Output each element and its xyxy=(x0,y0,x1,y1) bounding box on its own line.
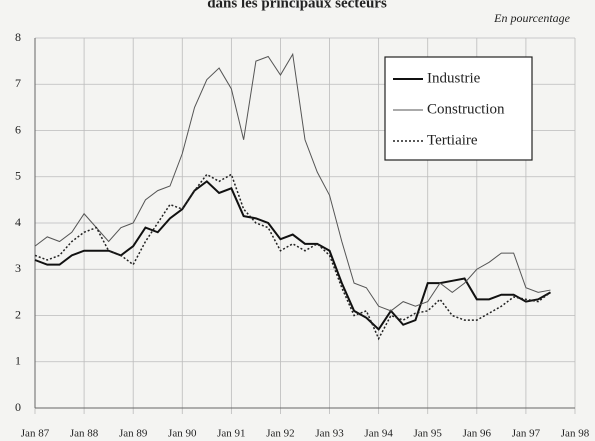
chart-subtitle: En pourcentage xyxy=(493,11,571,25)
x-tick-label: Jan 92 xyxy=(266,428,294,440)
x-tick-label: Jan 97 xyxy=(512,428,541,440)
y-tick-label: 4 xyxy=(15,215,21,229)
line-series xyxy=(34,173,551,341)
y-tick-label: 3 xyxy=(15,261,21,275)
legend-label: Construction xyxy=(427,101,505,117)
y-tick-label: 0 xyxy=(15,400,21,414)
chart-title: dans les principaux secteurs xyxy=(207,0,387,11)
x-tick-label: Jan 89 xyxy=(119,428,148,440)
line-series xyxy=(34,52,551,312)
line-series xyxy=(34,180,551,331)
y-tick-label: 6 xyxy=(15,122,21,136)
y-tick-label: 5 xyxy=(15,169,21,183)
x-tick-label: Jan 88 xyxy=(70,428,99,440)
legend-label: Industrie xyxy=(427,70,481,86)
x-tick-label: Jan 98 xyxy=(561,428,590,440)
y-tick-label: 7 xyxy=(15,76,21,90)
x-tick-label: Jan 91 xyxy=(217,428,245,440)
legend-box xyxy=(384,56,533,161)
y-tick-label: 2 xyxy=(15,307,21,321)
y-tick-label: 1 xyxy=(15,354,21,368)
x-tick-label: Jan 90 xyxy=(168,428,197,440)
x-tick-label: Jan 93 xyxy=(315,428,344,440)
legend-label: Tertiaire xyxy=(427,132,478,148)
x-tick-label: Jan 87 xyxy=(21,428,50,440)
y-tick-label: 8 xyxy=(15,30,21,44)
x-tick-label: Jan 95 xyxy=(414,428,443,440)
x-tick-label: Jan 96 xyxy=(463,428,492,440)
x-tick-label: Jan 94 xyxy=(364,428,393,440)
